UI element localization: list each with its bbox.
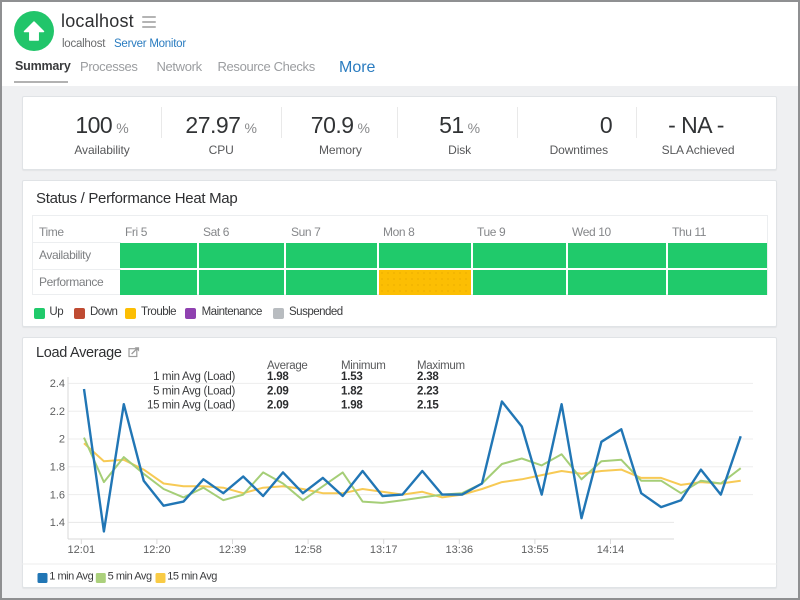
svg-text:2.2: 2.2 xyxy=(50,406,65,418)
svg-text:2.09: 2.09 xyxy=(267,400,289,412)
svg-text:12:58: 12:58 xyxy=(294,544,322,556)
svg-text:2.15: 2.15 xyxy=(417,400,439,412)
svg-text:Minimum: Minimum xyxy=(341,360,386,372)
svg-text:2.4: 2.4 xyxy=(50,378,65,390)
svg-text:15 min Avg: 15 min Avg xyxy=(167,571,217,583)
svg-text:12:39: 12:39 xyxy=(219,544,247,556)
svg-text:2: 2 xyxy=(59,434,65,446)
svg-text:2.23: 2.23 xyxy=(417,386,439,398)
svg-text:1 min Avg: 1 min Avg xyxy=(49,571,93,583)
svg-text:Average: Average xyxy=(267,360,308,372)
svg-text:1 min Avg (Load): 1 min Avg (Load) xyxy=(153,371,235,383)
svg-text:1.4: 1.4 xyxy=(50,517,65,529)
svg-text:5 min Avg: 5 min Avg xyxy=(108,571,152,583)
svg-text:1.98: 1.98 xyxy=(267,371,289,383)
svg-text:2.09: 2.09 xyxy=(267,386,289,398)
svg-text:13:36: 13:36 xyxy=(446,544,474,556)
svg-text:15 min Avg (Load): 15 min Avg (Load) xyxy=(147,400,235,412)
svg-text:13:17: 13:17 xyxy=(370,544,398,556)
svg-text:2.38: 2.38 xyxy=(417,371,439,383)
svg-text:1.82: 1.82 xyxy=(341,386,363,398)
svg-text:1.53: 1.53 xyxy=(341,371,363,383)
svg-text:1.8: 1.8 xyxy=(50,462,65,474)
svg-text:1.98: 1.98 xyxy=(341,400,363,412)
svg-text:Load Average: Load Average xyxy=(36,345,122,361)
svg-text:12:20: 12:20 xyxy=(143,544,171,556)
svg-text:12:01: 12:01 xyxy=(68,544,96,556)
svg-text:Maximum: Maximum xyxy=(417,360,465,372)
svg-text:13:55: 13:55 xyxy=(521,544,549,556)
svg-text:5 min Avg (Load): 5 min Avg (Load) xyxy=(153,386,235,398)
svg-text:14:14: 14:14 xyxy=(597,544,625,556)
svg-text:1.6: 1.6 xyxy=(50,490,65,502)
